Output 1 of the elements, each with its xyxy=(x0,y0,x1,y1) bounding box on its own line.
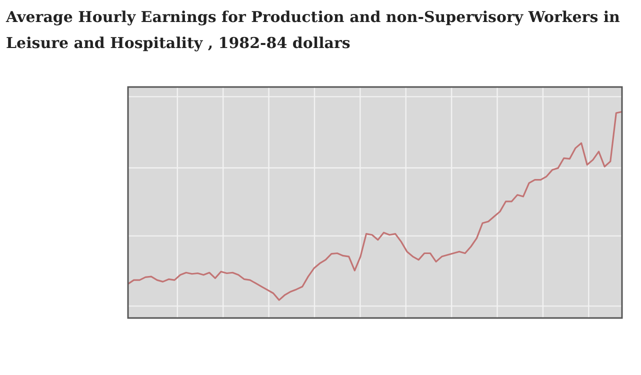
chart-title: Average Hourly Earnings for Production and non-Supervisory Workers in Leisure and Hospitality , 1982-84 dollars xyxy=(5,8,620,52)
